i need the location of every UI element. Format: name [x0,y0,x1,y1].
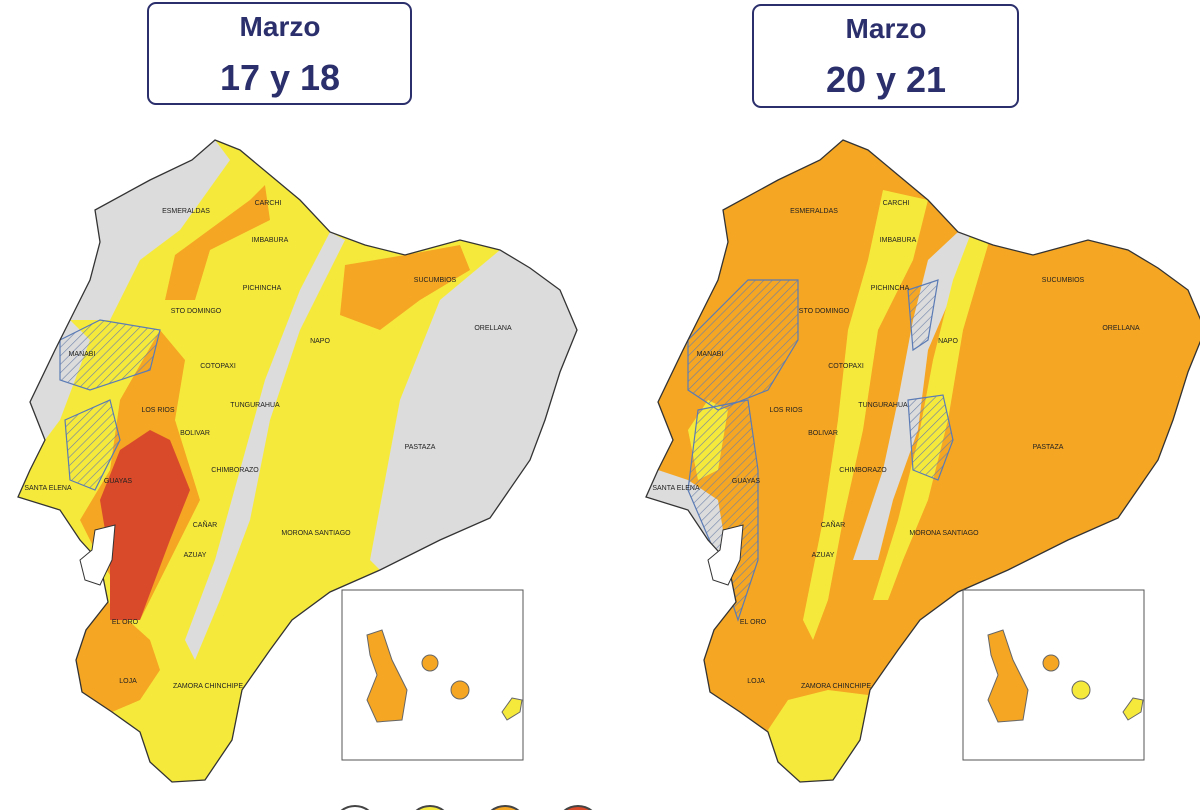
province-label: ORELLANA [474,325,512,332]
header-month: Marzo [240,11,321,42]
province-label: IMBABURA [880,237,917,244]
alert-zone [768,690,868,782]
island [501,697,523,721]
province-label: SANTA ELENA [652,485,700,492]
regions [646,190,988,782]
province-label: LOS RIOS [769,407,802,414]
alert-zone [370,250,577,570]
hatched-zone [907,279,939,352]
galapagos-inset [962,589,1145,761]
island [1042,654,1060,672]
hatched-zone [687,399,759,622]
header-right: Marzo 20 y 21 [752,4,1019,108]
province-label: LOJA [119,678,137,685]
province-label: AZUAY [812,552,835,559]
header-days: 17 y 18 [220,57,340,98]
hatched-zone [687,279,799,411]
province-label: PASTAZA [1033,444,1064,451]
alert-zone [76,602,160,712]
province-label: EL ORO [112,619,139,626]
province-label: CARCHI [255,200,282,207]
hatched-zone [64,399,121,491]
alert-zone [70,140,230,320]
header-days: 20 y 21 [826,59,946,100]
province-label: MANABI [69,351,96,358]
island [366,629,408,723]
province-label: ESMERALDAS [790,208,838,215]
gulf [79,524,116,586]
province-label: SANTA ELENA [24,485,72,492]
alert-zone [803,190,928,640]
province-label: STO DOMINGO [171,308,222,315]
province-label: CARCHI [883,200,910,207]
province-label: COTOPAXI [200,363,236,370]
province-label: STO DOMINGO [799,308,850,315]
header-month: Marzo [846,13,927,44]
province-label: TUNGURAHUA [230,402,280,409]
alert-zone [853,205,978,560]
province-label: PASTAZA [405,444,436,451]
island [1071,680,1091,700]
province-label: BOLIVAR [180,430,210,437]
island [421,654,439,672]
province-label: GUAYAS [104,478,132,485]
province-label: MORONA SANTIAGO [281,530,351,537]
province-label: GUAYAS [732,478,760,485]
province-label: LOS RIOS [141,407,174,414]
header-left: Marzo 17 y 18 [147,2,412,105]
province-label: IMBABURA [252,237,289,244]
province-label: NAPO [938,338,958,345]
hatched-zone [907,394,954,481]
province-label: COTOPAXI [828,363,864,370]
province-label: MORONA SANTIAGO [909,530,979,537]
province-label: ZAMORA CHINCHIPE [173,683,243,690]
province-label: EL ORO [740,619,767,626]
province-label: SUCUMBIOS [414,277,457,284]
province-label: CAÑAR [821,520,846,529]
province-label: BOLIVAR [808,430,838,437]
alert-zone [100,430,190,620]
map: ESMERALDAS CARCHI IMBABURA SUCUMBIOS PICHINC… [17,139,578,783]
province-label: ESMERALDAS [162,208,210,215]
hatched-zone [59,319,161,391]
province-label: CHIMBORAZO [211,467,259,474]
province-label: CHIMBORAZO [839,467,887,474]
province-label: NAPO [310,338,330,345]
province-label: CAÑAR [193,520,218,529]
island [1122,697,1144,721]
map: ESMERALDAS CARCHI IMBABURA SUCUMBIOS PICHINC… [645,139,1200,783]
island [450,680,470,700]
province-label: ORELLANA [1102,325,1140,332]
border [17,139,578,783]
alert-zone [340,245,470,330]
gulf [707,524,744,586]
province-label: LOJA [747,678,765,685]
alert-zone [165,185,270,300]
legend [340,805,593,810]
province-label: MANABI [697,351,724,358]
island [987,629,1029,723]
province-label: AZUAY [184,552,207,559]
alert-zone [185,232,345,660]
province-label: ZAMORA CHINCHIPE [801,683,871,690]
province-label: PICHINCHA [243,285,282,292]
galapagos-inset [341,589,524,761]
country [18,140,577,782]
province-label: PICHINCHA [871,285,910,292]
province-label: SUCUMBIOS [1042,277,1085,284]
border [645,139,1200,783]
province-label: TUNGURAHUA [858,402,908,409]
